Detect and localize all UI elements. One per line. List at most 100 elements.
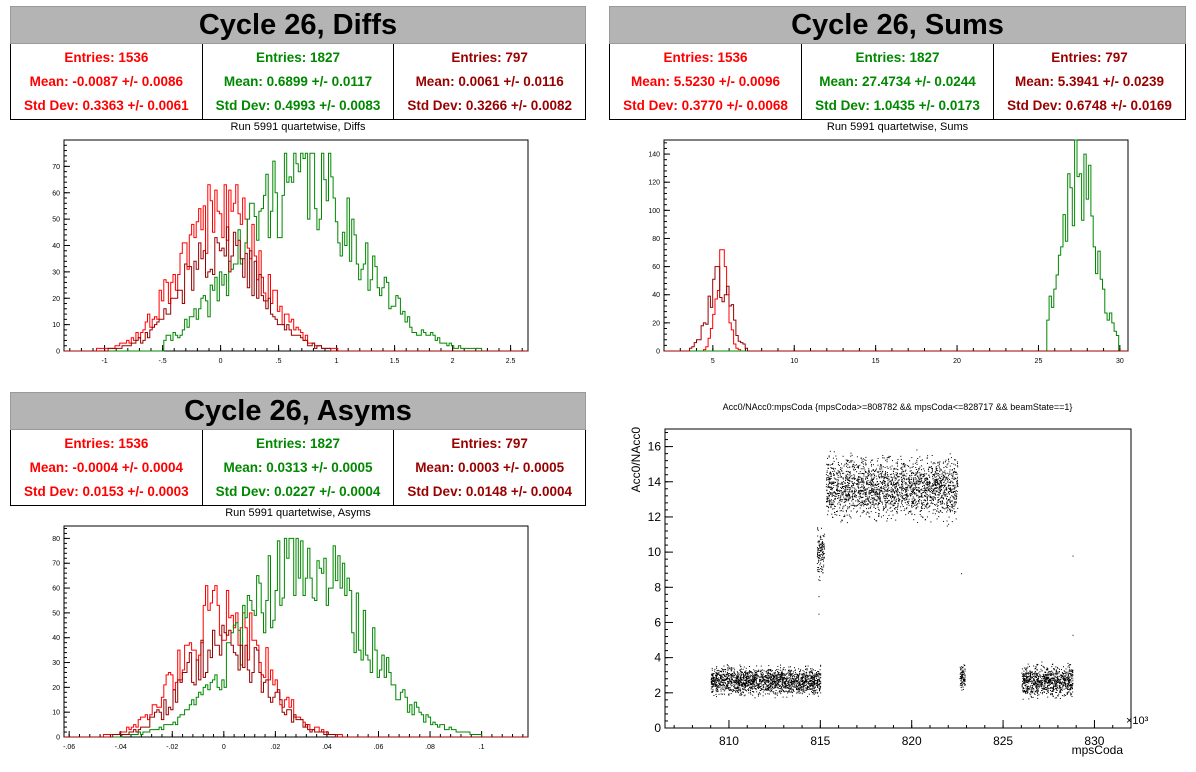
scatter-point	[936, 510, 937, 512]
scatter-point	[712, 677, 713, 679]
scatter-point	[931, 485, 933, 487]
scatter-point	[730, 679, 732, 681]
scatter-point	[910, 482, 912, 484]
scatter-point	[932, 489, 934, 491]
scatter-point	[727, 683, 729, 684]
scatter-point	[848, 496, 850, 498]
scatter-point	[829, 479, 831, 481]
scatter-point	[735, 677, 737, 679]
scatter-point	[726, 664, 728, 666]
scatter-point	[737, 675, 739, 677]
scatter-point	[731, 679, 733, 681]
scatter-point	[871, 480, 873, 482]
scatter-point	[885, 486, 887, 488]
scatter-point	[866, 508, 867, 510]
scatter-point	[893, 508, 895, 510]
scatter-point	[840, 476, 842, 477]
scatter-point	[729, 673, 731, 674]
scatter-point	[753, 678, 755, 680]
scatter-point	[772, 687, 774, 689]
scatter-point	[748, 672, 750, 674]
scatter-point	[842, 506, 844, 508]
scatter-point	[894, 479, 896, 481]
scatter-point	[949, 498, 951, 500]
scatter-point	[742, 681, 744, 683]
scatter-point	[934, 482, 936, 484]
scatter-point	[937, 488, 939, 490]
scatter-point	[896, 489, 898, 491]
scatter-point	[867, 472, 869, 474]
scatter-point	[756, 683, 758, 684]
scatter-point	[817, 692, 818, 694]
scatter-point	[848, 478, 850, 480]
scatter-point	[894, 468, 896, 470]
scatter-point	[882, 457, 884, 459]
scatter-point	[836, 493, 837, 495]
scatter-point	[806, 674, 808, 676]
scatter-point	[924, 499, 926, 501]
scatter-point	[867, 484, 869, 486]
scatter-point	[889, 490, 891, 492]
scatter-point	[885, 471, 886, 473]
scatter-point	[769, 683, 771, 685]
scatter-point	[901, 463, 903, 465]
scatter-point	[803, 681, 804, 683]
scatter-point	[862, 502, 863, 504]
scatter-point	[947, 505, 949, 506]
scatter-point	[727, 676, 729, 678]
scatter-point	[751, 681, 753, 683]
scatter-point	[817, 679, 819, 680]
scatter-point	[876, 468, 877, 470]
scatter-point	[751, 687, 753, 689]
scatter-point	[888, 500, 890, 502]
scatter-point	[874, 503, 876, 505]
scatter-point	[911, 505, 912, 507]
scatter-point	[779, 678, 781, 680]
scatter-point	[1062, 675, 1064, 677]
scatter-point	[748, 675, 750, 677]
scatter-point	[878, 498, 880, 500]
scatter-point	[772, 678, 774, 679]
scatter-point	[714, 683, 716, 685]
scatter-point	[813, 684, 815, 686]
scatter-point	[845, 494, 847, 496]
scatter-point	[931, 491, 933, 493]
scatter-point	[835, 484, 837, 486]
scatter-point	[760, 665, 762, 667]
scatter-point	[953, 468, 955, 470]
scatter-point	[752, 682, 753, 684]
scatter-point	[750, 683, 752, 685]
scatter-point	[905, 495, 907, 497]
scatter-point	[886, 496, 888, 498]
scatter-point	[788, 683, 790, 685]
scatter-point	[854, 492, 856, 494]
scatter-point	[921, 459, 923, 461]
scatter-point	[947, 478, 949, 480]
scatter-point	[731, 678, 733, 680]
scatter-point	[870, 475, 872, 477]
scatter-point	[771, 688, 773, 690]
scatter-point	[774, 693, 776, 695]
scatter-point	[894, 477, 896, 479]
scatter-point	[925, 479, 927, 481]
scatter-point	[878, 473, 880, 475]
scatter-point	[951, 485, 953, 487]
scatter-point	[730, 682, 732, 684]
scatter-point	[726, 674, 728, 676]
scatter-point	[820, 562, 822, 564]
scatter-point	[754, 680, 756, 682]
scatter-point	[778, 690, 780, 692]
scatter-point	[821, 547, 822, 549]
scatter-point	[861, 482, 863, 483]
scatter-point	[774, 675, 775, 677]
scatter-point	[940, 501, 942, 502]
scatter-point	[749, 689, 751, 691]
scatter-point	[890, 498, 892, 500]
scatter-point	[723, 680, 725, 682]
y-tick-label: 0	[56, 735, 60, 742]
scatter-point	[829, 499, 830, 501]
scatter-point	[831, 483, 832, 485]
scatter-point	[733, 671, 735, 673]
scatter-point	[885, 484, 887, 486]
scatter-point	[950, 485, 952, 487]
